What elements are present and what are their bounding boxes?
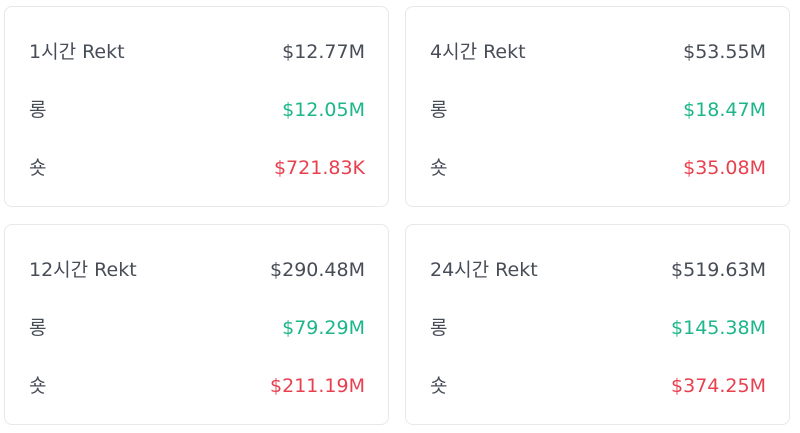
long-value: $12.05M (282, 99, 365, 121)
short-row: 숏 $721.83K (29, 153, 365, 183)
total-row: 4시간 Rekt $53.55M (430, 37, 766, 67)
long-label: 롱 (29, 317, 47, 339)
short-label: 숏 (430, 157, 448, 179)
card-title: 24시간 Rekt (430, 259, 538, 281)
short-value: $721.83K (273, 157, 365, 179)
short-row: 숏 $211.19M (29, 371, 365, 401)
total-row: 12시간 Rekt $290.48M (29, 255, 365, 285)
card-title: 1시간 Rekt (29, 41, 125, 63)
long-label: 롱 (430, 99, 448, 121)
long-value: $145.38M (671, 317, 766, 339)
short-row: 숏 $35.08M (430, 153, 766, 183)
long-label: 롱 (430, 317, 448, 339)
total-value: $12.77M (282, 41, 365, 63)
short-label: 숏 (29, 157, 47, 179)
rekt-card-24h: 24시간 Rekt $519.63M 롱 $145.38M 숏 $374.25M (405, 224, 790, 425)
short-value: $211.19M (270, 375, 365, 397)
card-title: 4시간 Rekt (430, 41, 526, 63)
card-title: 12시간 Rekt (29, 259, 137, 281)
long-row: 롱 $12.05M (29, 95, 365, 125)
total-row: 24시간 Rekt $519.63M (430, 255, 766, 285)
short-row: 숏 $374.25M (430, 371, 766, 401)
long-row: 롱 $18.47M (430, 95, 766, 125)
total-row: 1시간 Rekt $12.77M (29, 37, 365, 67)
total-value: $53.55M (683, 41, 766, 63)
short-label: 숏 (29, 375, 47, 397)
long-row: 롱 $145.38M (430, 313, 766, 343)
short-label: 숏 (430, 375, 448, 397)
short-value: $35.08M (683, 157, 766, 179)
short-value: $374.25M (671, 375, 766, 397)
long-value: $18.47M (683, 99, 766, 121)
long-value: $79.29M (282, 317, 365, 339)
rekt-card-1h: 1시간 Rekt $12.77M 롱 $12.05M 숏 $721.83K (4, 6, 389, 207)
total-value: $519.63M (671, 259, 766, 281)
rekt-card-12h: 12시간 Rekt $290.48M 롱 $79.29M 숏 $211.19M (4, 224, 389, 425)
rekt-card-4h: 4시간 Rekt $53.55M 롱 $18.47M 숏 $35.08M (405, 6, 790, 207)
total-value: $290.48M (270, 259, 365, 281)
long-row: 롱 $79.29M (29, 313, 365, 343)
long-label: 롱 (29, 99, 47, 121)
